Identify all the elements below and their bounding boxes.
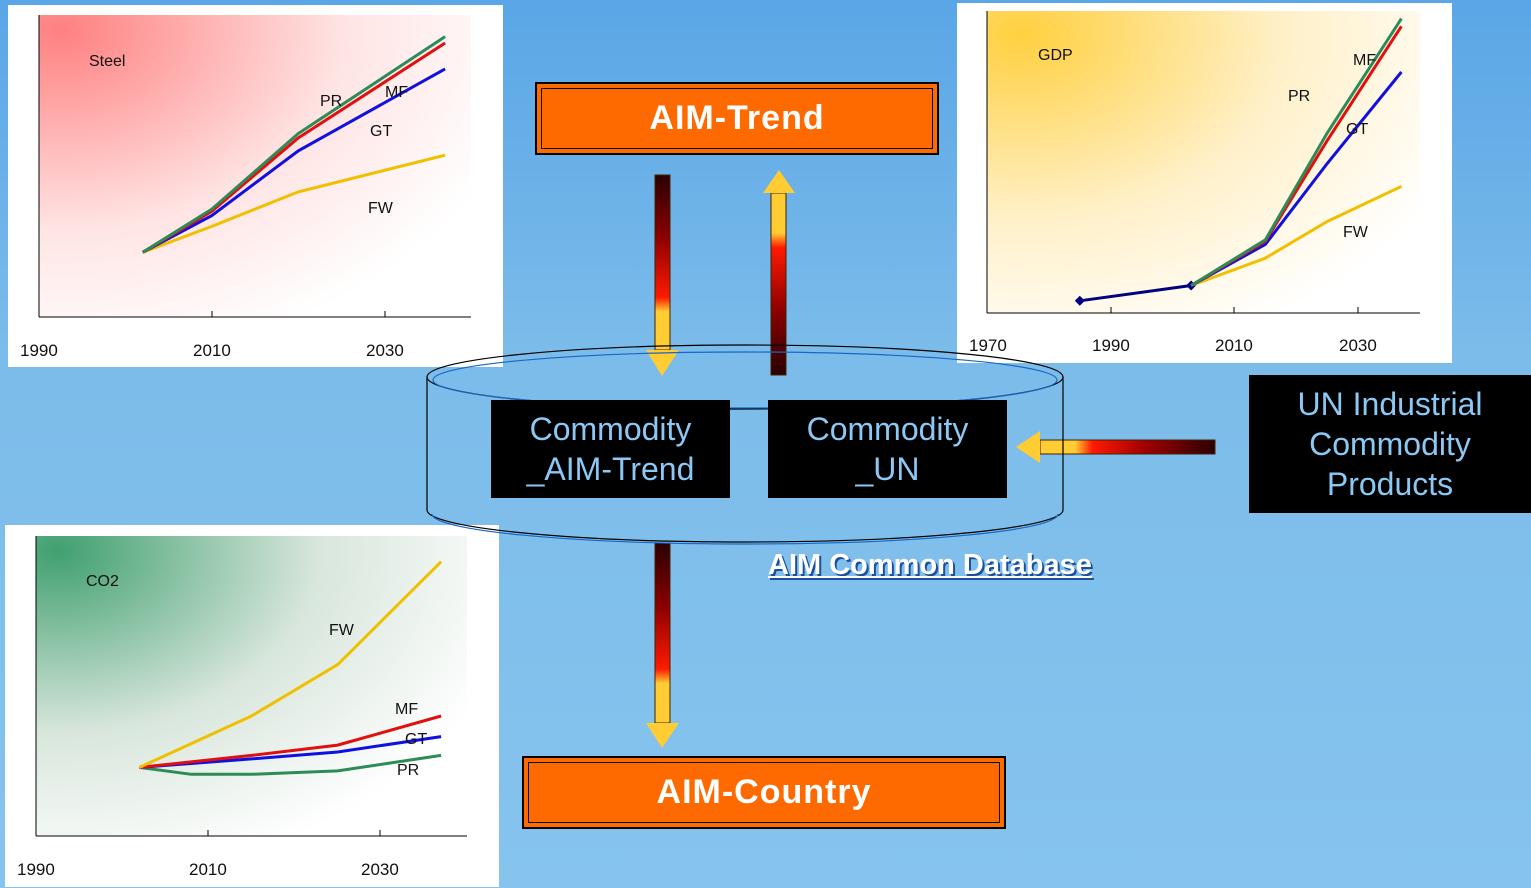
chart-title: CO2: [86, 573, 119, 590]
un-products-line1: UN Industrial: [1297, 386, 1483, 422]
series-label: FW: [368, 200, 394, 217]
series-label: FW: [1343, 224, 1369, 241]
series-line: [1190, 185, 1403, 287]
aim-country-label: AIM-Country: [656, 773, 872, 811]
series-label: FW: [329, 622, 355, 639]
database-label: AIM Common Database: [768, 549, 1092, 581]
series-line: [139, 735, 442, 769]
arrow-down-icon: [646, 174, 679, 376]
series-label: MF: [385, 84, 408, 101]
arrow-down-icon: [646, 542, 679, 748]
chart-title: GDP: [1038, 47, 1073, 64]
series-label: GT: [1346, 121, 1368, 138]
data-point: [1074, 295, 1085, 306]
series-line: [139, 753, 442, 776]
x-tick: 1990: [20, 341, 58, 360]
aim-trend-box: AIM-Trend: [535, 82, 939, 155]
commodity-un-box: Commodity _UN: [768, 400, 1007, 498]
aim-trend-label: AIM-Trend: [649, 99, 825, 137]
un-products-box: UN Industrial Commodity Products: [1249, 375, 1531, 513]
x-tick: 2010: [1215, 336, 1253, 355]
arrow-up-icon: [763, 170, 795, 376]
chart-gdp: GDP 1970 1990 2010 2030 PR MF GT FW: [969, 11, 1420, 355]
x-tick: 1990: [1092, 336, 1130, 355]
series-line: [139, 714, 442, 769]
arrow-left-icon: [1016, 431, 1216, 463]
series-label: GT: [370, 123, 392, 140]
commodity-aim-trend-line1: Commodity: [529, 411, 692, 447]
x-tick: 2030: [1339, 336, 1377, 355]
commodity-un-line1: Commodity: [806, 411, 969, 447]
un-products-line3: Products: [1326, 466, 1454, 502]
chart-title: Steel: [89, 53, 125, 70]
x-tick: 2030: [361, 860, 399, 879]
aim-country-box: AIM-Country: [522, 756, 1006, 829]
x-tick: 2010: [189, 860, 227, 879]
series-line: [141, 67, 446, 254]
chart-co2-panel: CO2 1990 2010 2030 FW MF GT PR: [5, 525, 499, 887]
chart-steel-panel: Steel 1990 2010 2030 PR MF GT FW: [8, 5, 503, 367]
commodity-un-line2: _UN: [855, 451, 920, 487]
series-line: [1190, 17, 1403, 287]
database-cylinder-icon: [426, 344, 1064, 545]
chart-co2: CO2 1990 2010 2030 FW MF GT PR: [17, 536, 467, 879]
commodity-aim-trend-box: Commodity _AIM-Trend: [491, 400, 730, 498]
series-label: GT: [405, 731, 427, 748]
x-tick: 2010: [193, 341, 231, 360]
commodity-aim-trend-line2: _AIM-Trend: [526, 451, 695, 487]
series-label: MF: [1353, 52, 1376, 69]
x-tick: 1970: [969, 336, 1007, 355]
chart-steel: Steel 1990 2010 2030 PR MF GT FW: [20, 15, 471, 360]
series-line: [1079, 284, 1192, 303]
un-products-line2: Commodity: [1309, 426, 1471, 462]
series-label: MF: [395, 701, 418, 718]
x-tick: 1990: [17, 860, 55, 879]
series-label: PR: [1288, 88, 1310, 105]
series-line: [138, 560, 443, 769]
series-line: [141, 35, 446, 254]
x-tick: 2030: [366, 341, 404, 360]
series-line: [142, 153, 446, 254]
series-label: PR: [320, 93, 342, 110]
series-label: PR: [397, 762, 419, 779]
chart-gdp-panel: GDP 1970 1990 2010 2030 PR MF GT FW: [957, 3, 1452, 363]
